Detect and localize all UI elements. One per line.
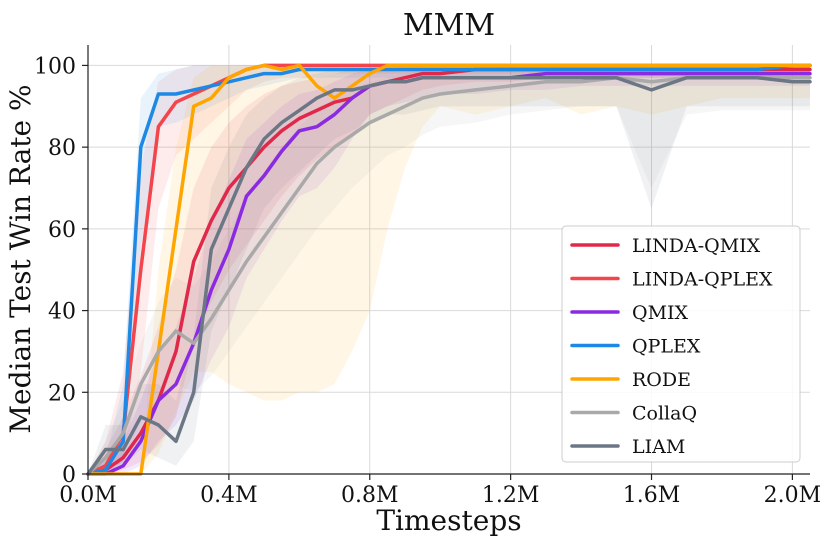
y-tick-label: 80 (48, 136, 76, 161)
x-tick-label: 0.0M (59, 483, 117, 508)
y-tick-label: 20 (48, 381, 76, 406)
tick-labels: 0.0M 0.4M 0.8M 1.2M 1.6M 2.0M 0 20 40 60 80 100 (34, 54, 821, 508)
series-line-liam (86, 75, 812, 476)
series-line-rode (86, 63, 812, 476)
x-tick-label: 1.2M (482, 483, 540, 508)
x-tick-label: 0.4M (200, 483, 258, 508)
band-linda-qplex (88, 65, 810, 475)
legend-label: LINDA-QPLEX (632, 269, 773, 291)
legend: LINDA-QMIX LINDA-QPLEX QMIX QPLEX RODE CollaQ… (561, 225, 801, 463)
x-tick-label: 2.0M (764, 483, 822, 508)
y-tick-label: 0 (62, 463, 76, 488)
legend-label: CollaQ (632, 403, 697, 425)
legend-label: RODE (632, 369, 691, 391)
legend-label: LINDA-QMIX (632, 235, 761, 257)
band-qplex (88, 65, 810, 475)
series-line-qplex (86, 63, 812, 476)
x-axis-label: Timesteps (376, 504, 521, 537)
y-tick-label: 40 (48, 300, 76, 325)
y-axis-label: Median Test Win Rate % (4, 84, 37, 433)
series-line-collaq (86, 75, 812, 476)
x-tick-label: 1.6M (623, 483, 681, 508)
chart-title: MMM (403, 8, 495, 43)
series-line-qmix (86, 71, 812, 476)
y-tick-label: 60 (48, 218, 76, 243)
legend-label: QMIX (632, 302, 689, 324)
y-tick-label: 100 (34, 54, 76, 79)
legend-label: QPLEX (632, 336, 701, 358)
legend-label: LIAM (632, 436, 685, 458)
legend-box (561, 225, 801, 463)
x-tick-label: 0.8M (341, 483, 399, 508)
series-lines (86, 63, 812, 476)
